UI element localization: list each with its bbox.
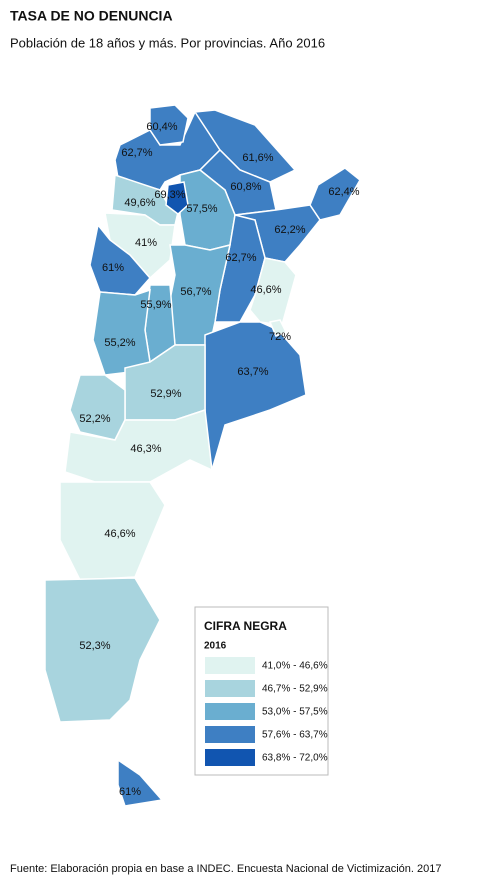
province-label: 49,6% xyxy=(124,197,155,209)
province-label: 61,6% xyxy=(242,152,273,164)
province-label: 62,7% xyxy=(121,147,152,159)
province-label: 62,4% xyxy=(328,186,359,198)
legend-label: 57,6% - 63,7% xyxy=(262,730,328,741)
title: TASA DE NO DENUNCIA xyxy=(10,8,173,24)
province-label: 46,6% xyxy=(250,284,281,296)
legend-swatch xyxy=(205,749,255,766)
province xyxy=(169,243,231,346)
province-label: 69,3% xyxy=(154,189,185,201)
legend-label: 46,7% - 52,9% xyxy=(262,684,328,695)
province-label: 57,5% xyxy=(186,203,217,215)
province xyxy=(89,223,151,296)
legend-label: 41,0% - 46,6% xyxy=(262,661,328,672)
province xyxy=(69,374,126,441)
province xyxy=(64,408,213,483)
legend-swatch xyxy=(205,703,255,720)
province xyxy=(204,321,307,471)
legend-label: 63,8% - 72,0% xyxy=(262,753,328,764)
source: Fuente: Elaboración propia en base a IND… xyxy=(10,863,442,875)
province xyxy=(44,577,161,723)
province-label: 46,6% xyxy=(104,528,135,540)
legend-swatch xyxy=(205,657,255,674)
subtitle: Población de 18 años y más. Por provinci… xyxy=(10,35,325,50)
province-label: 61% xyxy=(119,786,141,798)
province xyxy=(268,319,288,337)
province-label: 62,7% xyxy=(225,252,256,264)
province xyxy=(117,758,164,807)
province-label: 55,9% xyxy=(140,299,171,311)
legend-title: CIFRA NEGRA xyxy=(204,619,287,633)
province xyxy=(149,104,189,146)
province-label: 52,9% xyxy=(150,388,181,400)
province-label: 72% xyxy=(269,331,291,343)
legend-label: 53,0% - 57,5% xyxy=(262,707,328,718)
province-label: 60,8% xyxy=(230,181,261,193)
province-label: 52,2% xyxy=(79,413,110,425)
province-label: 63,7% xyxy=(237,366,268,378)
province xyxy=(165,181,189,215)
map: 62,7% 60,4% 61,6% 60,8% 62,4% 62,2% 57,5% 49,6%… xyxy=(44,104,361,807)
province-label: 52,3% xyxy=(79,640,110,652)
province-label: 41% xyxy=(135,237,157,249)
legend-swatch xyxy=(205,726,255,743)
province-label: 61% xyxy=(102,262,124,274)
province-label: 56,7% xyxy=(180,286,211,298)
legend-items: 41,0% - 46,6% 46,7% - 52,9% 53,0% - 57,5% 5… xyxy=(205,657,328,766)
province-label: 60,4% xyxy=(146,121,177,133)
legend-swatch xyxy=(205,680,255,697)
province-label: 62,2% xyxy=(274,224,305,236)
province-label: 46,3% xyxy=(130,443,161,455)
legend-year: 2016 xyxy=(204,641,227,652)
province-label: 55,2% xyxy=(104,337,135,349)
province xyxy=(59,481,166,581)
